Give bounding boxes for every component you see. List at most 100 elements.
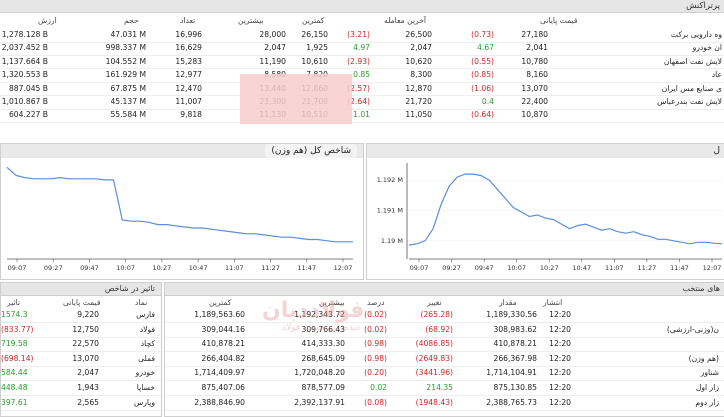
impact-cell-symbol: کچاد: [140, 339, 155, 349]
row-separator: [1, 351, 161, 353]
top-cell-low: 1,925: [306, 43, 328, 53]
top-cell-low: 10,610: [301, 56, 328, 66]
top-cell-last-change: (2.64): [347, 97, 370, 106]
row-separator: [165, 336, 724, 338]
top-cell-close: 13,070: [521, 83, 548, 93]
selected-indices-body: کمترین بیشترین درصد تغییر مقدار انتشار 1…: [165, 296, 724, 414]
sel-cell-change: (68.92): [425, 324, 453, 334]
impact-table-header-bar: تاثیر در شاخص: [1, 283, 161, 296]
impact-cell-close: 12,750: [72, 324, 99, 334]
sel-cell-time: 12:20: [549, 353, 571, 363]
top-cell-close-change: 0.4: [481, 97, 494, 106]
sel-col-pct: درصد: [367, 298, 385, 307]
top-cell-close-change: (0.73): [471, 30, 494, 39]
top-cell-close-change: (0.64): [471, 110, 494, 120]
row-separator: [0, 54, 724, 56]
top-table-header-bar: پرتراکنش: [0, 0, 724, 13]
main-index-chart-x-tick-label: 10:47: [572, 264, 591, 272]
row-separator: [165, 365, 724, 367]
sel-cell-pct: (0.02): [364, 324, 387, 334]
sel-cell-pct: 0.02: [370, 383, 387, 392]
main-index-chart-y-tick-label: 1.191 M: [377, 206, 403, 214]
top-cell-value: 1,010.867 B: [1, 97, 48, 106]
sel-cell-high: 1,720,048.20: [294, 368, 345, 378]
row-separator: [0, 68, 724, 70]
impact-cell-symbol: فملی: [138, 353, 155, 363]
top-cell-low: 26,150: [301, 30, 328, 39]
sel-cell-name: زار اول: [695, 383, 719, 392]
row-separator: [165, 380, 724, 382]
main-index-chart-y-tick-label: 1.192 M: [377, 176, 403, 184]
top-cell-last: 21,720: [405, 97, 432, 106]
impact-cell-value: (698.14): [1, 353, 34, 363]
top-cell-last-change: 0.85: [353, 70, 370, 80]
top-cell-last: 11,050: [405, 110, 432, 120]
top-cell-close-change: (0.85): [471, 70, 494, 80]
top-cell-name: ان خودرو: [692, 43, 722, 53]
impact-cell-close: 22,570: [72, 339, 99, 349]
index-chart-title: شاخص کل (هم وزن): [265, 144, 357, 158]
sel-cell-change: (4086.85): [415, 339, 453, 349]
impact-table-title: تاثیر در شاخص: [104, 284, 155, 293]
index-chart-x-tick-label: 09:47: [80, 264, 99, 272]
sel-cell-low: 2,388,846.90: [194, 397, 245, 407]
selected-indices-table: های منتخب کمترین بیشترین درصد تغییر مقدا…: [164, 282, 724, 417]
index-chart-x-tick-label: 09:27: [44, 264, 63, 272]
impact-cell-value: (833.77): [1, 324, 34, 334]
impact-cell-symbol: خساپا: [136, 383, 155, 392]
impact-table-body: تاثیر قیمت پایانی نماد 1574.3 9,220 فارس (8…: [1, 296, 161, 414]
sel-cell-high: 1,192,343.72: [294, 310, 345, 319]
row-separator: [0, 108, 724, 110]
sel-cell-time: 12:20: [549, 397, 571, 407]
top-cell-last-change: (3.21): [347, 30, 370, 39]
top-cell-close-change: (1.06): [471, 83, 494, 93]
top-cell-count: 9,818: [180, 110, 202, 120]
sel-cell-amount: 1,714,104.91: [486, 368, 537, 378]
top-cell-close: 10,870: [521, 110, 548, 120]
top-table-title: پرتراکنش: [686, 1, 720, 11]
row-separator: [0, 41, 724, 43]
row-separator: [165, 322, 724, 323]
impact-cell-close: 9,220: [77, 310, 99, 319]
sel-cell-high: 414,333.30: [301, 339, 345, 349]
sel-cell-pct: (0.98): [364, 339, 387, 349]
index-chart-series-line: [6, 166, 353, 243]
top-table: ارزش حجم تعداد بیشترین کمترین آخرین معام…: [0, 13, 724, 125]
sel-cell-change: (1948.43): [415, 397, 453, 407]
top-cell-high: 28,000: [259, 30, 286, 39]
impact-cell-value: 1574.3: [1, 310, 28, 319]
index-chart-x-tick-label: 11:07: [225, 264, 244, 272]
top-cell-count: 11,007: [175, 97, 202, 106]
top-cell-close: 8,160: [526, 70, 548, 80]
col-header-last: آخرین معامله: [384, 16, 426, 25]
sel-cell-high: 268,645.09: [301, 353, 345, 363]
row-separator: [1, 336, 161, 338]
row-separator: [0, 95, 724, 97]
main-index-chart-x-tick-label: 10:27: [540, 264, 559, 272]
sel-cell-amount: 410,878.21: [493, 339, 537, 349]
main-index-chart-x-tick-label: 10:07: [507, 264, 526, 272]
row-separator: [165, 351, 724, 353]
main-index-chart-x-tick-label: 11:27: [638, 264, 657, 272]
row-separator: [1, 395, 161, 396]
sel-cell-name: شناور: [700, 368, 719, 378]
top-cell-close: 27,180: [521, 30, 548, 39]
impact-cell-symbol: فارس: [136, 310, 155, 319]
sel-col-high: بیشترین: [319, 298, 345, 307]
top-cell-count: 15,283: [175, 56, 202, 66]
main-index-chart-title: ل: [713, 146, 720, 156]
index-chart-x-tick-label: 09:07: [8, 264, 27, 272]
row-separator: [0, 121, 724, 123]
impact-col-symbol: نماد: [135, 298, 148, 307]
top-cell-value: 1,320.553 B: [1, 70, 48, 80]
row-separator: [1, 322, 161, 323]
top-cell-value: 2,037.452 B: [1, 43, 48, 53]
main-index-chart-y-tick-label: 1.19 M: [381, 237, 403, 245]
main-index-chart-x-tick-label: 12:07: [703, 264, 722, 272]
sel-col-time: انتشار: [543, 298, 563, 307]
top-cell-last-change: 4.97: [353, 43, 370, 53]
impact-cell-value: 719.58: [1, 339, 28, 349]
row-separator: [1, 380, 161, 382]
top-cell-close: 2,041: [526, 43, 548, 53]
top-cell-value: 887.045 B: [8, 83, 48, 93]
